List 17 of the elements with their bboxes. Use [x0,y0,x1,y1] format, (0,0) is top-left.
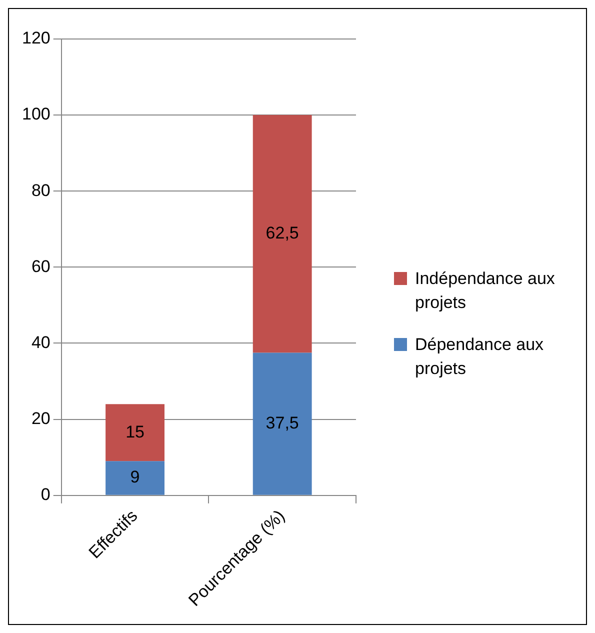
y-tick-label: 40 [31,332,50,352]
data-label: 62,5 [266,224,299,243]
y-tick-label: 120 [22,28,50,48]
data-label: 15 [126,422,144,442]
bar [106,404,164,462]
data-label: 9 [130,468,140,487]
y-tick-label: 20 [31,408,50,428]
bar [106,461,164,495]
y-tick-label: 0 [40,485,50,504]
data-label: 37,5 [266,414,299,432]
legend-label: Indépendance aux projets [415,268,556,314]
bar [252,352,312,495]
y-tick-label: 80 [31,180,50,200]
legend-label: Dépendance aux projets [415,334,545,380]
y-tick-label: 60 [31,256,50,276]
y-tick-label: 100 [22,104,50,124]
bar [252,115,312,353]
